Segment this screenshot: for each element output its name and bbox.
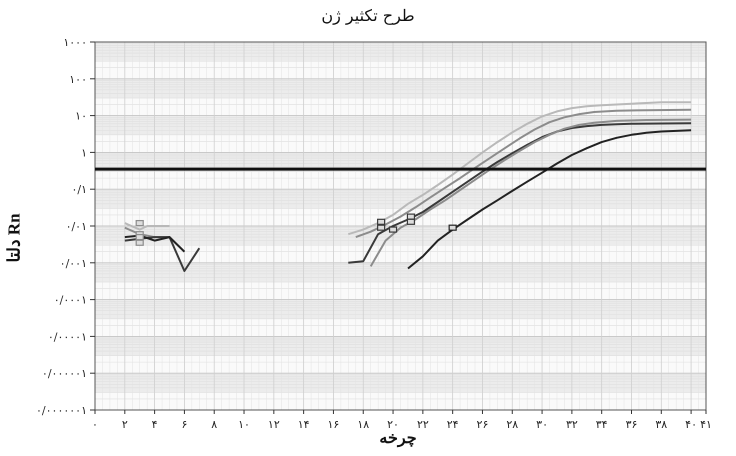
y-tick-label: ۰/۰۰۱ <box>60 257 87 270</box>
data-marker <box>135 233 144 241</box>
x-tick-label: ۲۰ <box>387 418 399 431</box>
y-tick-label: ۰/۱ <box>71 183 87 196</box>
x-tick-label: ۲۶ <box>477 418 489 431</box>
data-marker <box>377 218 386 225</box>
y-tick-label: ۰/۰۰۰۱ <box>54 294 87 307</box>
x-tick-label: ۳۸ <box>655 418 667 431</box>
x-tick-label: ۴۰ <box>685 418 697 431</box>
y-tick-label: ۰/۰۰۰۰۱ <box>48 330 87 343</box>
series-line-5 <box>348 101 692 236</box>
y-tick-label: ۱۰ <box>75 110 87 123</box>
x-tick-label: ۱۶ <box>328 418 340 431</box>
y-tick-label: ۱۰۰۰ <box>63 36 87 49</box>
x-tick-label: ۳۰ <box>536 418 548 431</box>
series-line-7 <box>348 122 692 264</box>
x-tick-label: ۶ <box>181 418 187 431</box>
x-axis-label: چرخه <box>379 428 417 447</box>
data-marker <box>377 224 386 231</box>
series-line-8 <box>369 118 692 267</box>
x-tick-label: ۱۸ <box>357 418 369 431</box>
x-tick-label: ۸ <box>211 418 217 431</box>
x-tick-label: ۴ <box>152 418 158 431</box>
x-tick-label: ۲ <box>122 418 128 431</box>
series-line-4 <box>124 234 186 253</box>
data-marker <box>135 219 144 227</box>
x-tick-label: ۲۴ <box>447 418 459 431</box>
x-tick-label: ۳۲ <box>566 418 578 431</box>
y-tick-label: ۰/۰۰۰۰۰۱ <box>42 367 87 380</box>
chart-title: طرح تکثیر ژن <box>321 6 415 25</box>
y-tick-label: ۰/۰۰۰۰۰۰۱ <box>36 404 87 417</box>
y-tick-label: ۱ <box>81 146 87 159</box>
x-tick-label: ۱۴ <box>298 418 310 431</box>
x-tick-label: ۳۴ <box>596 418 608 431</box>
x-tick-label: ۱۰ <box>238 418 250 431</box>
x-tick-label: ۱۲ <box>268 418 280 431</box>
x-tick-label: ۳۶ <box>626 418 638 431</box>
data-marker <box>135 239 144 246</box>
x-tick-label: ۰ <box>92 418 98 431</box>
data-marker <box>406 218 416 225</box>
x-tick-label: ۲۲ <box>417 418 429 431</box>
series-line-1 <box>124 222 170 231</box>
data-marker <box>406 213 416 220</box>
data-marker <box>448 224 457 231</box>
y-tick-label: ۰/۰۱ <box>66 220 87 233</box>
y-tick-label: ۱۰۰ <box>69 73 87 86</box>
data-marker <box>388 226 398 233</box>
x-tick-label: ۲۸ <box>506 418 518 431</box>
x-tick-label: ۴۱ <box>700 418 712 431</box>
series-line-6 <box>355 108 692 239</box>
